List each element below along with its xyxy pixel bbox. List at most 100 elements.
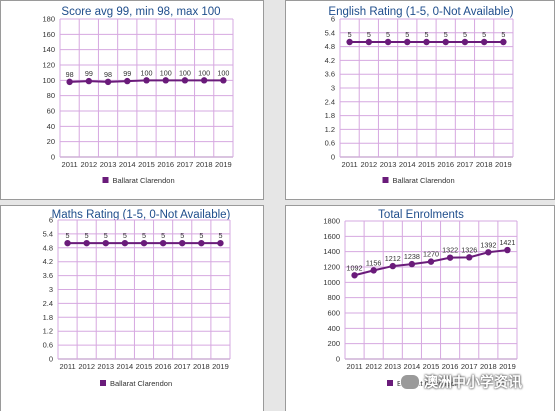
x-tick-label: 2013: [97, 362, 114, 371]
legend-swatch: [387, 380, 393, 386]
y-tick-label: 160: [42, 30, 55, 39]
x-tick-label: 2014: [404, 362, 421, 371]
x-tick-label: 2012: [365, 362, 382, 371]
data-label: 5: [180, 231, 184, 240]
x-tick-label: 2015: [138, 160, 155, 169]
x-tick-label: 2012: [78, 362, 95, 371]
data-point: [198, 239, 205, 247]
y-tick-label: 3: [331, 84, 335, 93]
data-point: [85, 77, 93, 85]
data-label: 99: [123, 69, 131, 78]
y-tick-label: 1.2: [325, 125, 335, 134]
data-label: 5: [501, 30, 505, 39]
data-point: [162, 77, 169, 84]
data-point: [220, 77, 227, 84]
y-tick-label: 100: [42, 76, 55, 85]
y-tick-label: 1600: [323, 232, 340, 241]
data-point: [346, 38, 353, 46]
data-label: 5: [482, 30, 486, 39]
data-point: [124, 77, 131, 85]
y-tick-label: 1000: [323, 278, 340, 287]
y-tick-label: 800: [327, 293, 340, 302]
y-tick-label: 200: [327, 339, 340, 348]
y-tick-label: 40: [47, 122, 55, 131]
data-point: [143, 77, 150, 84]
y-tick-label: 180: [42, 15, 55, 24]
x-tick-label: 2012: [80, 160, 97, 169]
y-tick-label: 120: [42, 61, 55, 70]
data-label: 5: [85, 231, 89, 240]
x-tick-label: 2011: [346, 362, 362, 371]
data-label: 5: [142, 231, 146, 240]
y-tick-label: 0: [51, 153, 55, 162]
y-tick-label: 600: [327, 309, 340, 318]
y-tick-label: 3.6: [43, 271, 53, 280]
data-point: [66, 78, 73, 86]
data-label: 5: [123, 231, 127, 240]
x-tick-label: 2014: [117, 362, 134, 371]
data-label: 100: [141, 68, 153, 77]
y-tick-label: 0.6: [325, 139, 335, 148]
y-tick-label: 3: [49, 285, 53, 294]
y-tick-label: 140: [42, 45, 55, 54]
data-point: [179, 239, 186, 247]
data-label: 5: [425, 30, 429, 39]
data-point: [181, 77, 189, 84]
data-point: [200, 77, 208, 84]
y-tick-label: 1.2: [43, 327, 53, 336]
data-point: [351, 272, 358, 279]
x-tick-label: 2019: [495, 160, 512, 169]
data-label: 100: [160, 68, 172, 77]
x-tick-label: 2016: [155, 362, 172, 371]
data-label: 100: [179, 68, 191, 77]
score-chart-panel: Score avg 99, min 98, max 100 0 20 40 60 80 10…: [0, 0, 264, 200]
chart-title: English Rating (1-5, 0-Not Available): [328, 6, 513, 18]
y-tick-label: 60: [47, 107, 55, 116]
y-tick-label: 0: [336, 355, 340, 364]
x-tick-label: 2013: [100, 160, 117, 169]
y-tick-label: 0.6: [43, 341, 53, 350]
data-label: 5: [66, 231, 70, 240]
y-tick-label: 0: [49, 355, 53, 364]
data-point: [121, 239, 129, 247]
panel-divider-right: [285, 200, 555, 205]
x-tick-label: 2018: [480, 362, 497, 371]
data-label: 5: [463, 30, 467, 39]
x-tick-label: 2018: [476, 160, 493, 169]
data-point: [64, 239, 71, 247]
x-tick-label: 2017: [457, 160, 474, 169]
data-label: 5: [367, 30, 371, 39]
legend-label: Ballarat Clarendon: [393, 176, 455, 185]
maths-rating-chart: Maths Rating (1-5, 0-Not Available) 0 0.6 1…: [43, 209, 231, 388]
data-label: 1421: [499, 238, 515, 247]
x-tick-label: 2018: [196, 160, 213, 169]
data-point: [384, 38, 392, 46]
data-label: 5: [199, 231, 203, 240]
legend-swatch: [382, 177, 389, 183]
y-tick-label: 4.2: [43, 257, 53, 266]
x-tick-label: 2017: [177, 160, 194, 169]
data-point: [446, 254, 454, 261]
data-label: 1322: [442, 246, 458, 255]
watermark: 澳洲中小学资讯: [400, 370, 552, 394]
data-point: [466, 254, 473, 261]
x-tick-label: 2015: [418, 160, 435, 169]
x-tick-label: 2015: [136, 362, 153, 371]
y-tick-label: 1400: [323, 247, 340, 256]
x-tick-label: 2016: [157, 160, 174, 169]
data-label: 100: [217, 68, 229, 77]
legend-swatch: [102, 177, 109, 183]
data-label: 1212: [385, 254, 401, 263]
chart-title: Score avg 99, min 98, max 100: [61, 6, 220, 18]
data-label: 5: [405, 30, 409, 39]
panel-divider-vertical: [264, 0, 285, 411]
data-point: [408, 260, 416, 268]
x-tick-label: 2011: [62, 160, 78, 169]
x-tick-label: 2011: [59, 362, 75, 371]
y-tick-label: 4.2: [325, 56, 335, 65]
data-label: 1326: [461, 245, 477, 254]
y-tick-label: 400: [327, 324, 340, 333]
y-tick-label: 5.4: [43, 229, 53, 238]
y-tick-label: 2.4: [43, 299, 53, 308]
x-tick-label: 2016: [442, 362, 459, 371]
